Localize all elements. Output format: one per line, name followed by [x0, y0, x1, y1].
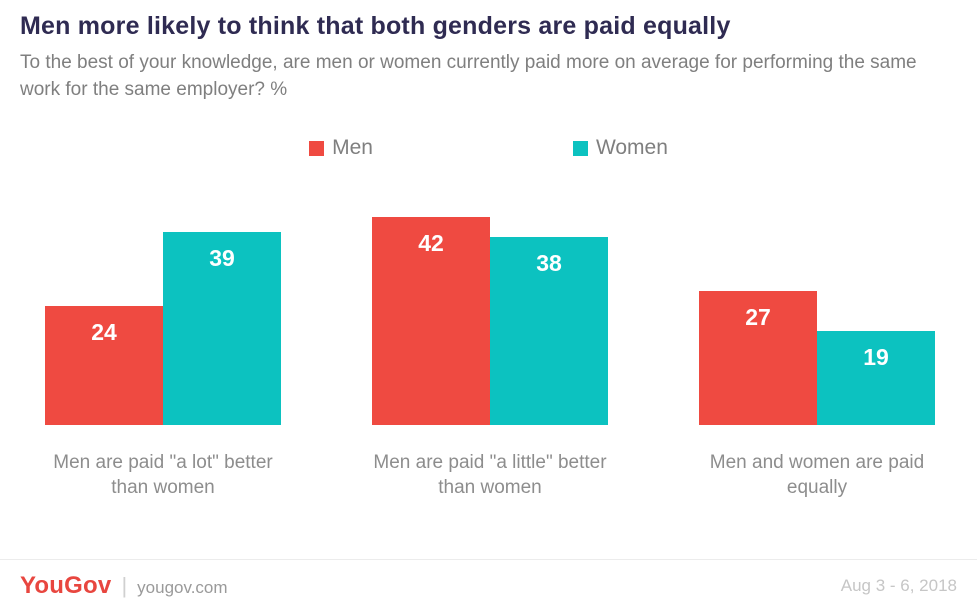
bar-value-label: 19 [863, 344, 889, 370]
bar-value-label: 38 [536, 250, 562, 276]
bar-chart: 24 39 42 38 27 19 [45, 217, 935, 425]
category-label: Men are paid "a lot" better than women [53, 452, 273, 499]
yougov-logo: YouGov [20, 571, 112, 599]
bar-women: 39 [163, 232, 281, 425]
legend-item-men: Men [309, 136, 373, 160]
bar-group: 24 39 [45, 232, 281, 425]
bar-men: 24 [45, 306, 163, 425]
bar-value-label: 27 [745, 304, 771, 330]
bar-women: 38 [490, 237, 608, 425]
women-legend-swatch [572, 140, 588, 156]
chart-title: Men more likely to think that both gende… [20, 12, 731, 40]
legend-label-women: Women [595, 136, 668, 159]
category-labels: Men are paid "a lot" better than women Me… [45, 450, 935, 500]
footer: YouGov | yougov.com Aug 3 - 6, 2018 [0, 559, 977, 611]
bar-value-label: 39 [209, 245, 235, 271]
bar-men: 27 [699, 291, 817, 425]
bar-men: 42 [372, 217, 490, 425]
legend-item-women: Women [572, 136, 668, 160]
bar-value-label: 42 [418, 230, 444, 256]
header: Men more likely to think that both gende… [0, 0, 977, 104]
bar-women: 19 [817, 331, 935, 425]
men-legend-swatch [309, 140, 325, 156]
category-label: Men are paid "a little" better than wome… [373, 452, 607, 499]
category-label: Men and women are paid equally [709, 452, 925, 499]
legend: Men Women [0, 136, 977, 160]
footer-divider: | [121, 572, 128, 598]
brand: YouGov | yougov.com [20, 572, 228, 600]
bar-group: 27 19 [699, 291, 935, 425]
bar-value-label: 24 [91, 319, 117, 345]
footer-site-url: yougov.com [137, 577, 228, 597]
bar-group: 42 38 [372, 217, 608, 425]
date-range: Aug 3 - 6, 2018 [840, 575, 957, 595]
legend-label-men: Men [332, 136, 373, 159]
chart-subtitle: To the best of your knowledge, are men o… [20, 52, 917, 100]
